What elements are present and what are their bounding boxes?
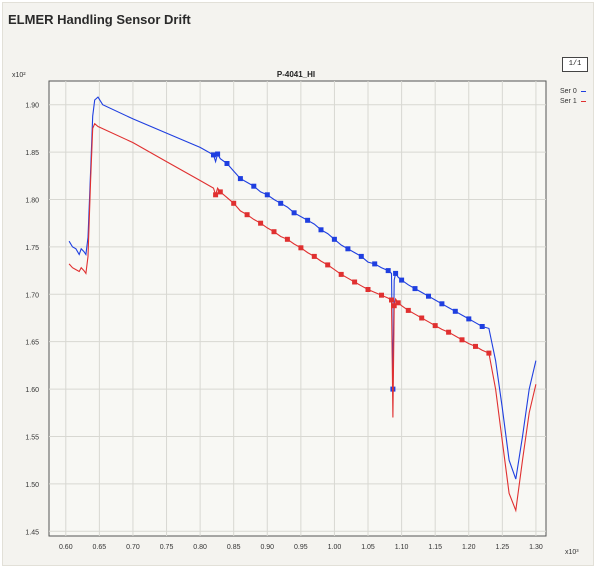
series-0-point — [211, 152, 216, 158]
x-tick-label: 0.70 — [126, 544, 140, 551]
series-0-point — [399, 277, 405, 283]
series-0-point — [278, 200, 284, 206]
series-layer — [68, 96, 537, 513]
series-0-point — [426, 293, 431, 299]
series-1-point — [325, 262, 331, 268]
series-1-point — [419, 315, 425, 321]
x-exponent-label: x10³ — [565, 549, 579, 556]
series-0-point — [251, 183, 257, 189]
series-0-point — [237, 176, 243, 182]
series-1-point — [432, 323, 438, 329]
y-tick-label: 1.45 — [25, 529, 39, 536]
x-tick-label: 0.85 — [227, 544, 241, 551]
series-1-point — [395, 300, 401, 306]
series-0-point — [305, 217, 311, 223]
y-tick-label: 1.80 — [25, 197, 39, 204]
y-exponent-label: x10² — [12, 72, 26, 79]
y-tick-labels: 1.45 1.50 1.55 1.60 1.65 1.70 1.75 1.80 1.85 1.90 — [25, 103, 39, 537]
y-tick-label: 1.85 — [25, 150, 39, 157]
series-1-point — [258, 220, 264, 226]
x-tick-labels: 0.60 0.65 0.70 0.75 0.80 0.85 0.90 0.95 1.00 1.05… — [59, 544, 543, 551]
series-0-point — [224, 161, 230, 166]
x-tick-label: 1.25 — [496, 544, 510, 551]
plot-area — [48, 80, 547, 537]
legend-entry-ser1: Ser 1 — [560, 98, 586, 105]
series-1-point — [298, 245, 304, 251]
y-tick-label: 1.75 — [25, 245, 39, 252]
series-1-point — [405, 307, 411, 313]
series-1-point — [352, 279, 358, 285]
series-1-point — [231, 200, 237, 206]
legend-entry-ser0: Ser 0 — [560, 88, 586, 95]
series-1-point — [244, 212, 250, 218]
x-tick-label: 1.15 — [428, 544, 442, 551]
series-0-point — [331, 236, 337, 242]
chart-title: P-4041_HI — [277, 70, 315, 79]
series-0-point — [479, 324, 485, 329]
x-tick-label: 0.60 — [59, 544, 73, 551]
y-tick-label: 1.55 — [25, 434, 39, 441]
x-tick-label: 1.00 — [328, 544, 342, 551]
series-1-point — [271, 229, 277, 235]
series-1-point — [379, 292, 384, 298]
y-tick-label: 1.50 — [25, 482, 39, 489]
y-tick-label: 1.70 — [25, 292, 39, 299]
series-1-point — [446, 329, 452, 335]
legend-swatch-ser0 — [580, 90, 586, 92]
series-0-point — [264, 192, 270, 198]
series-1-point — [473, 343, 478, 349]
y-tick-label: 1.90 — [25, 103, 39, 110]
series-0-point — [318, 227, 324, 233]
series-0-point — [291, 210, 297, 216]
series-0-point — [439, 301, 445, 307]
x-tick-label: 1.30 — [529, 544, 543, 551]
x-tick-label: 0.95 — [294, 544, 308, 551]
series-1-point — [284, 236, 290, 242]
y-tick-label: 1.60 — [25, 387, 39, 394]
series-1-point — [338, 271, 344, 277]
legend-swatch-ser1 — [580, 100, 586, 102]
series-1-point — [217, 189, 223, 195]
legend-page-indicator[interactable]: 1/1 — [562, 57, 588, 72]
series-1-point — [365, 287, 371, 292]
series-0-point — [466, 316, 472, 322]
legend-label-ser0: Ser 0 — [560, 88, 577, 95]
app-title: ELMER Handling Sensor Drift — [8, 12, 191, 27]
series-1-point — [213, 192, 219, 198]
series-1-point — [389, 297, 394, 303]
series-1-point — [459, 337, 465, 343]
x-tick-label: 1.10 — [395, 544, 409, 551]
x-tick-label: 0.65 — [93, 544, 107, 551]
series-1-point — [391, 303, 397, 309]
series-0-point — [393, 270, 399, 276]
series-1-point — [311, 253, 317, 259]
grid-lines — [49, 81, 546, 536]
series-0-point — [372, 261, 378, 267]
legend-label-ser1: Ser 1 — [560, 98, 577, 105]
series-line-1 — [68, 122, 537, 513]
series-1-point — [486, 350, 492, 356]
x-tick-label: 1.20 — [462, 544, 476, 551]
series-0-point — [452, 308, 458, 314]
x-tick-label: 1.05 — [361, 544, 375, 551]
series-0-point — [358, 253, 364, 259]
series-0-point — [215, 151, 221, 157]
x-tick-label: 0.75 — [160, 544, 174, 551]
y-tick-label: 1.65 — [25, 340, 39, 347]
series-0-point — [385, 268, 391, 274]
series-0-point — [345, 246, 351, 252]
x-tick-label: 0.90 — [260, 544, 274, 551]
x-tick-label: 0.80 — [193, 544, 207, 551]
series-0-point — [412, 286, 418, 292]
